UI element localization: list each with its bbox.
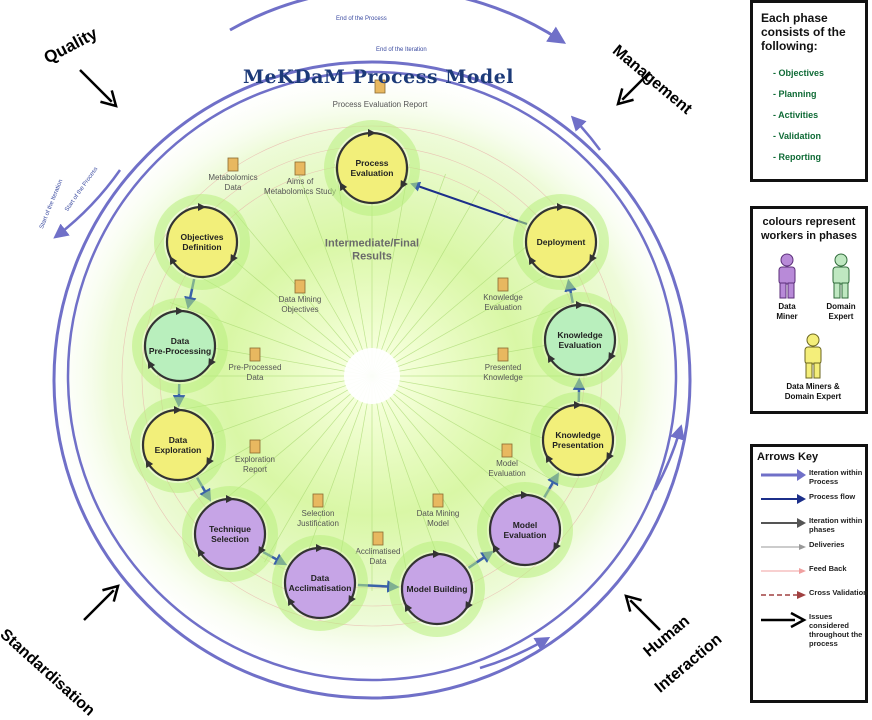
key-label-process-flow: Process flow: [809, 492, 871, 501]
domain-expert-person-icon: [829, 253, 853, 299]
document-icon: [250, 440, 260, 453]
document-icon: [373, 532, 383, 545]
phase-panel-title: Each phase consists of the following:: [761, 11, 857, 53]
key-process-flow: Process flow: [757, 489, 861, 513]
key-iteration-within-phases: Iteration within phases: [757, 513, 861, 537]
phase-component-planning: - Planning: [773, 84, 857, 105]
document-icon: [295, 162, 305, 175]
key-feed-back: Feed Back: [757, 561, 861, 585]
process-flow-arrow-icon: [759, 489, 807, 509]
center-burst-core: [344, 348, 400, 404]
data-miner-legend: Data Miner: [767, 253, 807, 322]
end-of-process-label: End of the Process: [336, 16, 387, 22]
deliveries-arrow-icon: [759, 537, 807, 557]
key-label-issues: Issues considered throughout the process: [809, 612, 871, 648]
data-miner-person-icon: [775, 253, 799, 299]
document-icon: [250, 348, 260, 361]
domain-expert-legend: Domain Expert: [819, 253, 863, 322]
human-interaction-arrow: [626, 596, 660, 630]
key-label-feed-back: Feed Back: [809, 564, 871, 573]
document-icon: [498, 278, 508, 291]
cross-validation-arrow-icon: [759, 585, 807, 605]
key-issues-throughout: Issues considered throughout the process: [757, 609, 861, 649]
phase-component-objectives: - Objectives: [773, 63, 857, 84]
document-icon: [498, 348, 508, 361]
key-label-iteration-process: Iteration within Process: [809, 468, 871, 486]
key-cross-validation: Cross Validation: [757, 585, 861, 609]
feedback-arrow-icon: [759, 561, 807, 581]
key-label-deliveries: Deliveries: [809, 540, 871, 549]
key-iteration-within-process: Iteration within Process: [757, 465, 861, 489]
data-miner-label: Data Miner: [767, 302, 807, 322]
phase-component-activities: - Activities: [773, 105, 857, 126]
artifact-label: Process Evaluation Report: [333, 100, 428, 109]
phase-node-model-building: Model Building: [394, 546, 480, 632]
end-of-process-arrow: [230, 0, 560, 40]
document-icon: [228, 158, 238, 171]
phase-components-list: - Objectives - Planning - Activities - V…: [761, 63, 857, 168]
key-label-cross-validation: Cross Validation: [809, 588, 871, 597]
phase-node-deployment: Deployment: [518, 199, 604, 285]
phase-components-panel: Each phase consists of the following: - …: [750, 0, 868, 182]
arrows-key-panel: Arrows Key Iteration within Process Proc…: [750, 444, 868, 703]
domain-expert-label: Domain Expert: [819, 302, 863, 322]
document-icon: [502, 444, 512, 457]
phase-component-validation: - Validation: [773, 126, 857, 147]
document-icon: [433, 494, 443, 507]
issues-arrow-icon: [759, 609, 807, 631]
quality-arrow: [80, 70, 116, 106]
both-workers-label: Data Miners & Domain Expert: [773, 382, 853, 402]
both-workers-person-icon: [801, 333, 825, 379]
phase-label: Deployment: [537, 237, 586, 247]
arrows-key-title: Arrows Key: [757, 451, 861, 463]
diagram-title: MeKDaM Process Model: [243, 66, 514, 88]
end-of-iteration-label: End of the Iteration: [376, 47, 427, 53]
phase-iteration-arrow-icon: [759, 513, 807, 533]
key-label-iteration-phases: Iteration within phases: [809, 516, 871, 534]
phase-label: Model Building: [407, 584, 468, 594]
start-of-iteration-label: Start of the Iteration: [39, 179, 64, 230]
document-icon: [295, 280, 305, 293]
standardisation-arrow: [84, 586, 118, 620]
colour-legend-panel: colours represent workers in phases Data…: [750, 206, 868, 414]
colour-panel-title: colours represent workers in phases: [757, 215, 861, 243]
iteration-arrow-icon: [759, 465, 807, 485]
phase-component-reporting: - Reporting: [773, 147, 857, 168]
document-icon: [313, 494, 323, 507]
both-workers-legend: Data Miners & Domain Expert: [773, 333, 853, 402]
key-deliveries: Deliveries: [757, 537, 861, 561]
start-of-process-label: Start of the Process: [64, 166, 99, 213]
